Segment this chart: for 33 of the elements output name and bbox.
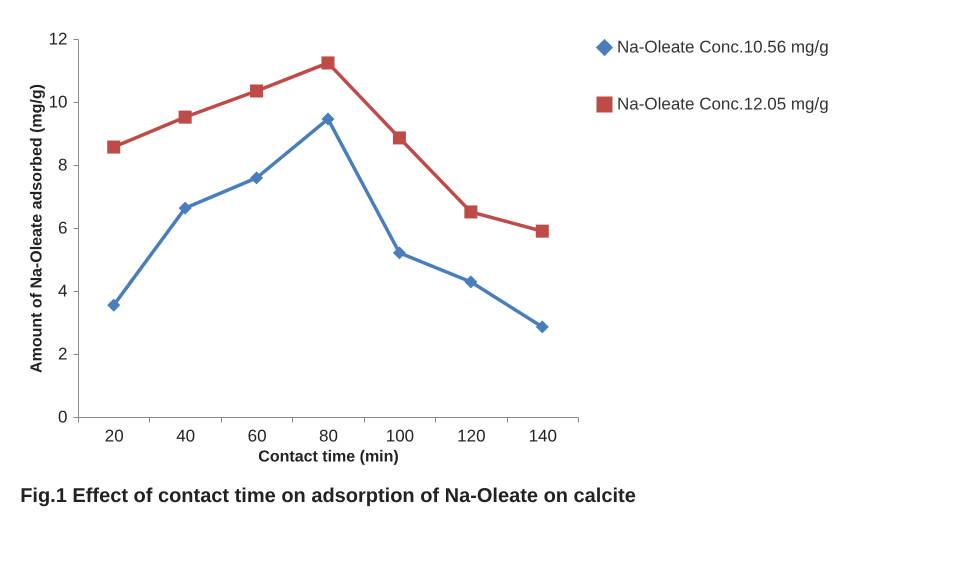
legend-label: Na-Oleate Conc.10.56 mg/g	[617, 38, 829, 56]
point	[464, 275, 478, 288]
point	[178, 202, 192, 215]
legend-label: Na-Oleate Conc.12.05 mg/g	[617, 94, 829, 114]
point	[250, 84, 264, 98]
y-tick-label: 12	[48, 30, 68, 48]
x-tick-label: 40	[176, 426, 196, 446]
y-tick-label: 6	[58, 218, 68, 238]
point	[107, 298, 120, 312]
point	[321, 112, 335, 126]
y-tick-label: 2	[58, 344, 68, 364]
y-tick-label: 10	[48, 92, 68, 112]
point	[107, 140, 120, 154]
point	[392, 246, 406, 260]
x-tick-label: 100	[386, 426, 414, 446]
point	[178, 110, 192, 124]
y-tick-label: 0	[58, 408, 68, 426]
text: Fig.1 Effect of contact time on adsorption of Na-Oleate on calcite	[20, 485, 636, 507]
point	[536, 224, 549, 238]
point	[321, 56, 335, 70]
x-axis-title: Contact time (min)	[258, 448, 399, 466]
y-axis-title: Amount of Na-Oleate adsorbed (mg/g)	[28, 84, 46, 373]
y-tick-label: 8	[58, 156, 68, 174]
y-tick-label: 4	[58, 282, 68, 300]
x-tick-label: 20	[104, 426, 124, 446]
point	[536, 320, 549, 334]
x-tick-label: 140	[528, 426, 557, 446]
point	[392, 131, 406, 144]
point	[250, 171, 264, 184]
point	[464, 205, 478, 218]
x-tick-label: 120	[457, 426, 486, 446]
x-tick-label: 80	[319, 426, 338, 446]
x-tick-label: 60	[248, 426, 267, 446]
